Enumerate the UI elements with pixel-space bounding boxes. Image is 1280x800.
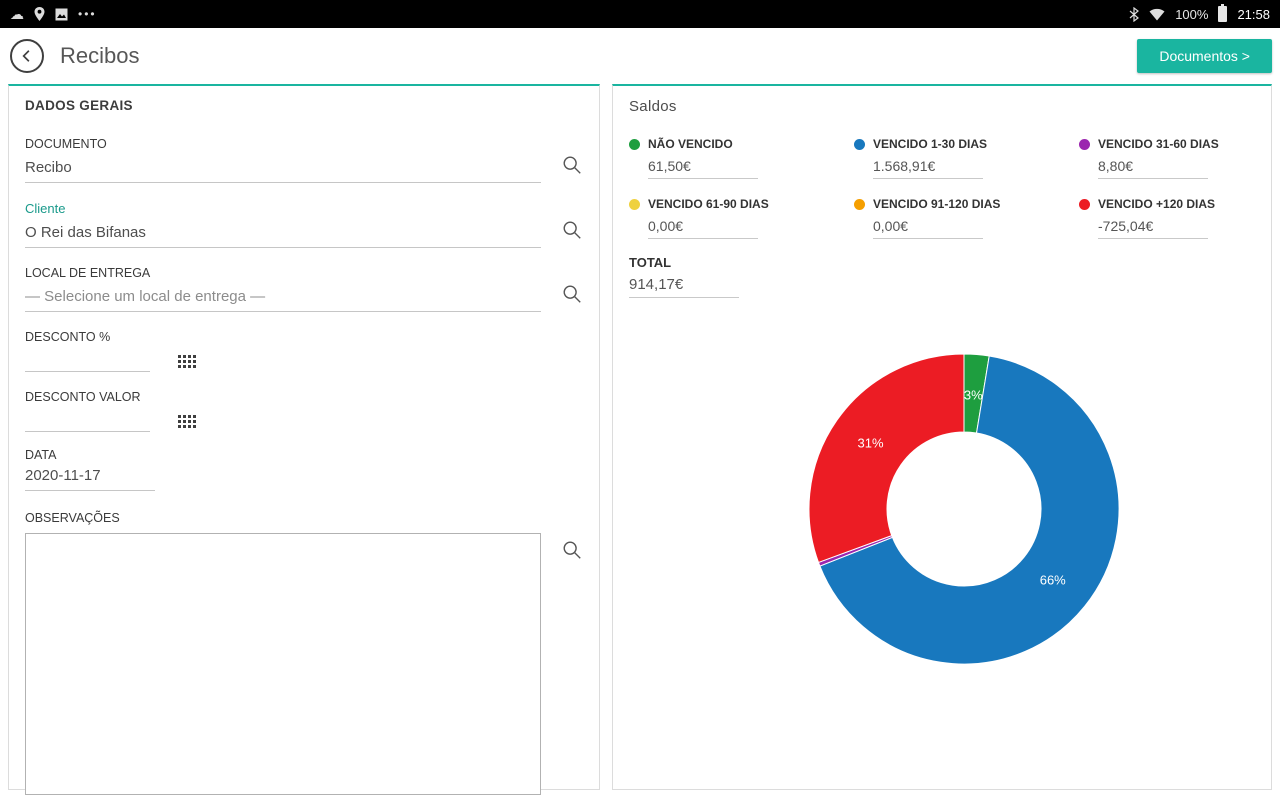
legend-label: NÃO VENCIDO [648,137,733,151]
search-icon[interactable] [561,539,583,566]
saldos-donut-chart: 3% 66% 31% [808,353,1120,669]
legend-label: VENCIDO 31-60 DIAS [1098,137,1219,151]
legend-label: VENCIDO 1-30 DIAS [873,137,988,151]
donut-slice [819,355,1120,665]
legend-value: 0,00€ [648,218,758,239]
page-title: Recibos [60,43,140,68]
app-header: Recibos Documentos > [0,28,1280,84]
legend-value: 8,80€ [1098,158,1208,179]
legend-dot [854,199,865,210]
legend-item-vencido-1-30: VENCIDO 1-30 DIAS 1.568,91€ [854,137,1079,179]
documento-input[interactable]: Recibo [25,157,541,183]
legend-item-nao-vencido: NÃO VENCIDO 61,50€ [629,137,854,179]
legend-value: 0,00€ [873,218,983,239]
donut-percent-label: 3% [964,387,983,402]
field-data: DATA 2020-11-17 [25,448,583,491]
legend-item-vencido-120-mais: VENCIDO +120 DIAS -725,04€ [1079,197,1255,239]
cloud-icon: ☁ [10,6,24,22]
status-bar: ☁ ••• 100% 21:58 [0,0,1280,28]
field-cliente: Cliente O Rei das Bifanas [25,201,583,248]
more-notifications-icon: ••• [78,7,97,21]
field-local-entrega: LOCAL DE ENTREGA — Selecione um local de… [25,266,583,312]
field-label: Cliente [25,201,66,216]
field-documento: DOCUMENTO Recibo [25,137,583,183]
local-entrega-input[interactable]: — Selecione um local de entrega — [25,286,541,312]
legend-dot [629,199,640,210]
legend-value: -725,04€ [1098,218,1208,239]
field-label: DOCUMENTO [25,137,107,151]
search-icon[interactable] [561,283,583,310]
dados-gerais-card: DADOS GERAIS DOCUMENTO Recibo Cliente O … [8,84,600,795]
bluetooth-icon [1129,6,1140,22]
legend-dot [854,139,865,150]
field-desconto-valor: DESCONTO VALOR [25,390,583,432]
total-value: 914,17€ [629,276,739,298]
search-icon[interactable] [561,219,583,246]
documentos-button[interactable]: Documentos > [1137,39,1272,73]
back-button[interactable] [10,39,44,73]
field-label: LOCAL DE ENTREGA [25,266,151,280]
battery-icon [1218,4,1228,22]
legend-item-vencido-31-60: VENCIDO 31-60 DIAS 8,80€ [1079,137,1255,179]
location-icon [34,7,45,21]
field-label: DATA [25,448,57,462]
desconto-valor-input[interactable] [25,407,150,432]
saldos-card: Saldos NÃO VENCIDO 61,50€ VENCIDO 1-30 D… [612,84,1272,790]
total-block: TOTAL 914,17€ [629,255,1255,298]
section-title-saldos: Saldos [629,98,677,115]
legend-dot [1079,199,1090,210]
field-label: DESCONTO % [25,330,111,344]
field-label: DESCONTO VALOR [25,390,141,404]
legend-label: VENCIDO 91-120 DIAS [873,197,1001,211]
cliente-input[interactable]: O Rei das Bifanas [25,222,541,248]
donut-percent-label: 31% [858,436,884,451]
data-input[interactable]: 2020-11-17 [25,465,155,491]
legend-dot [1079,139,1090,150]
screenshot-icon [55,8,68,21]
legend-dot [629,139,640,150]
search-icon[interactable] [561,154,583,181]
section-title-dados-gerais: DADOS GERAIS [25,98,133,113]
saldos-legend: NÃO VENCIDO 61,50€ VENCIDO 1-30 DIAS 1.5… [629,137,1255,239]
legend-value: 1.568,91€ [873,158,983,179]
clock: 21:58 [1237,6,1270,22]
legend-item-vencido-91-120: VENCIDO 91-120 DIAS 0,00€ [854,197,1079,239]
legend-item-vencido-61-90: VENCIDO 61-90 DIAS 0,00€ [629,197,854,239]
field-observacoes: OBSERVAÇÕES [25,511,583,795]
keypad-icon[interactable] [178,355,196,368]
observacoes-textarea[interactable] [25,533,541,795]
donut-percent-label: 66% [1040,573,1066,588]
field-label: OBSERVAÇÕES [25,511,120,525]
legend-value: 61,50€ [648,158,758,179]
field-desconto-pct: DESCONTO % [25,330,583,372]
legend-label: VENCIDO +120 DIAS [1098,197,1216,211]
legend-label: VENCIDO 61-90 DIAS [648,197,769,211]
keypad-icon[interactable] [178,415,196,428]
wifi-icon [1149,8,1165,21]
donut-slice [808,353,965,564]
battery-percent: 100% [1175,6,1209,22]
total-label: TOTAL [629,255,672,270]
desconto-pct-input[interactable] [25,347,150,372]
back-arrow-icon [22,50,30,62]
